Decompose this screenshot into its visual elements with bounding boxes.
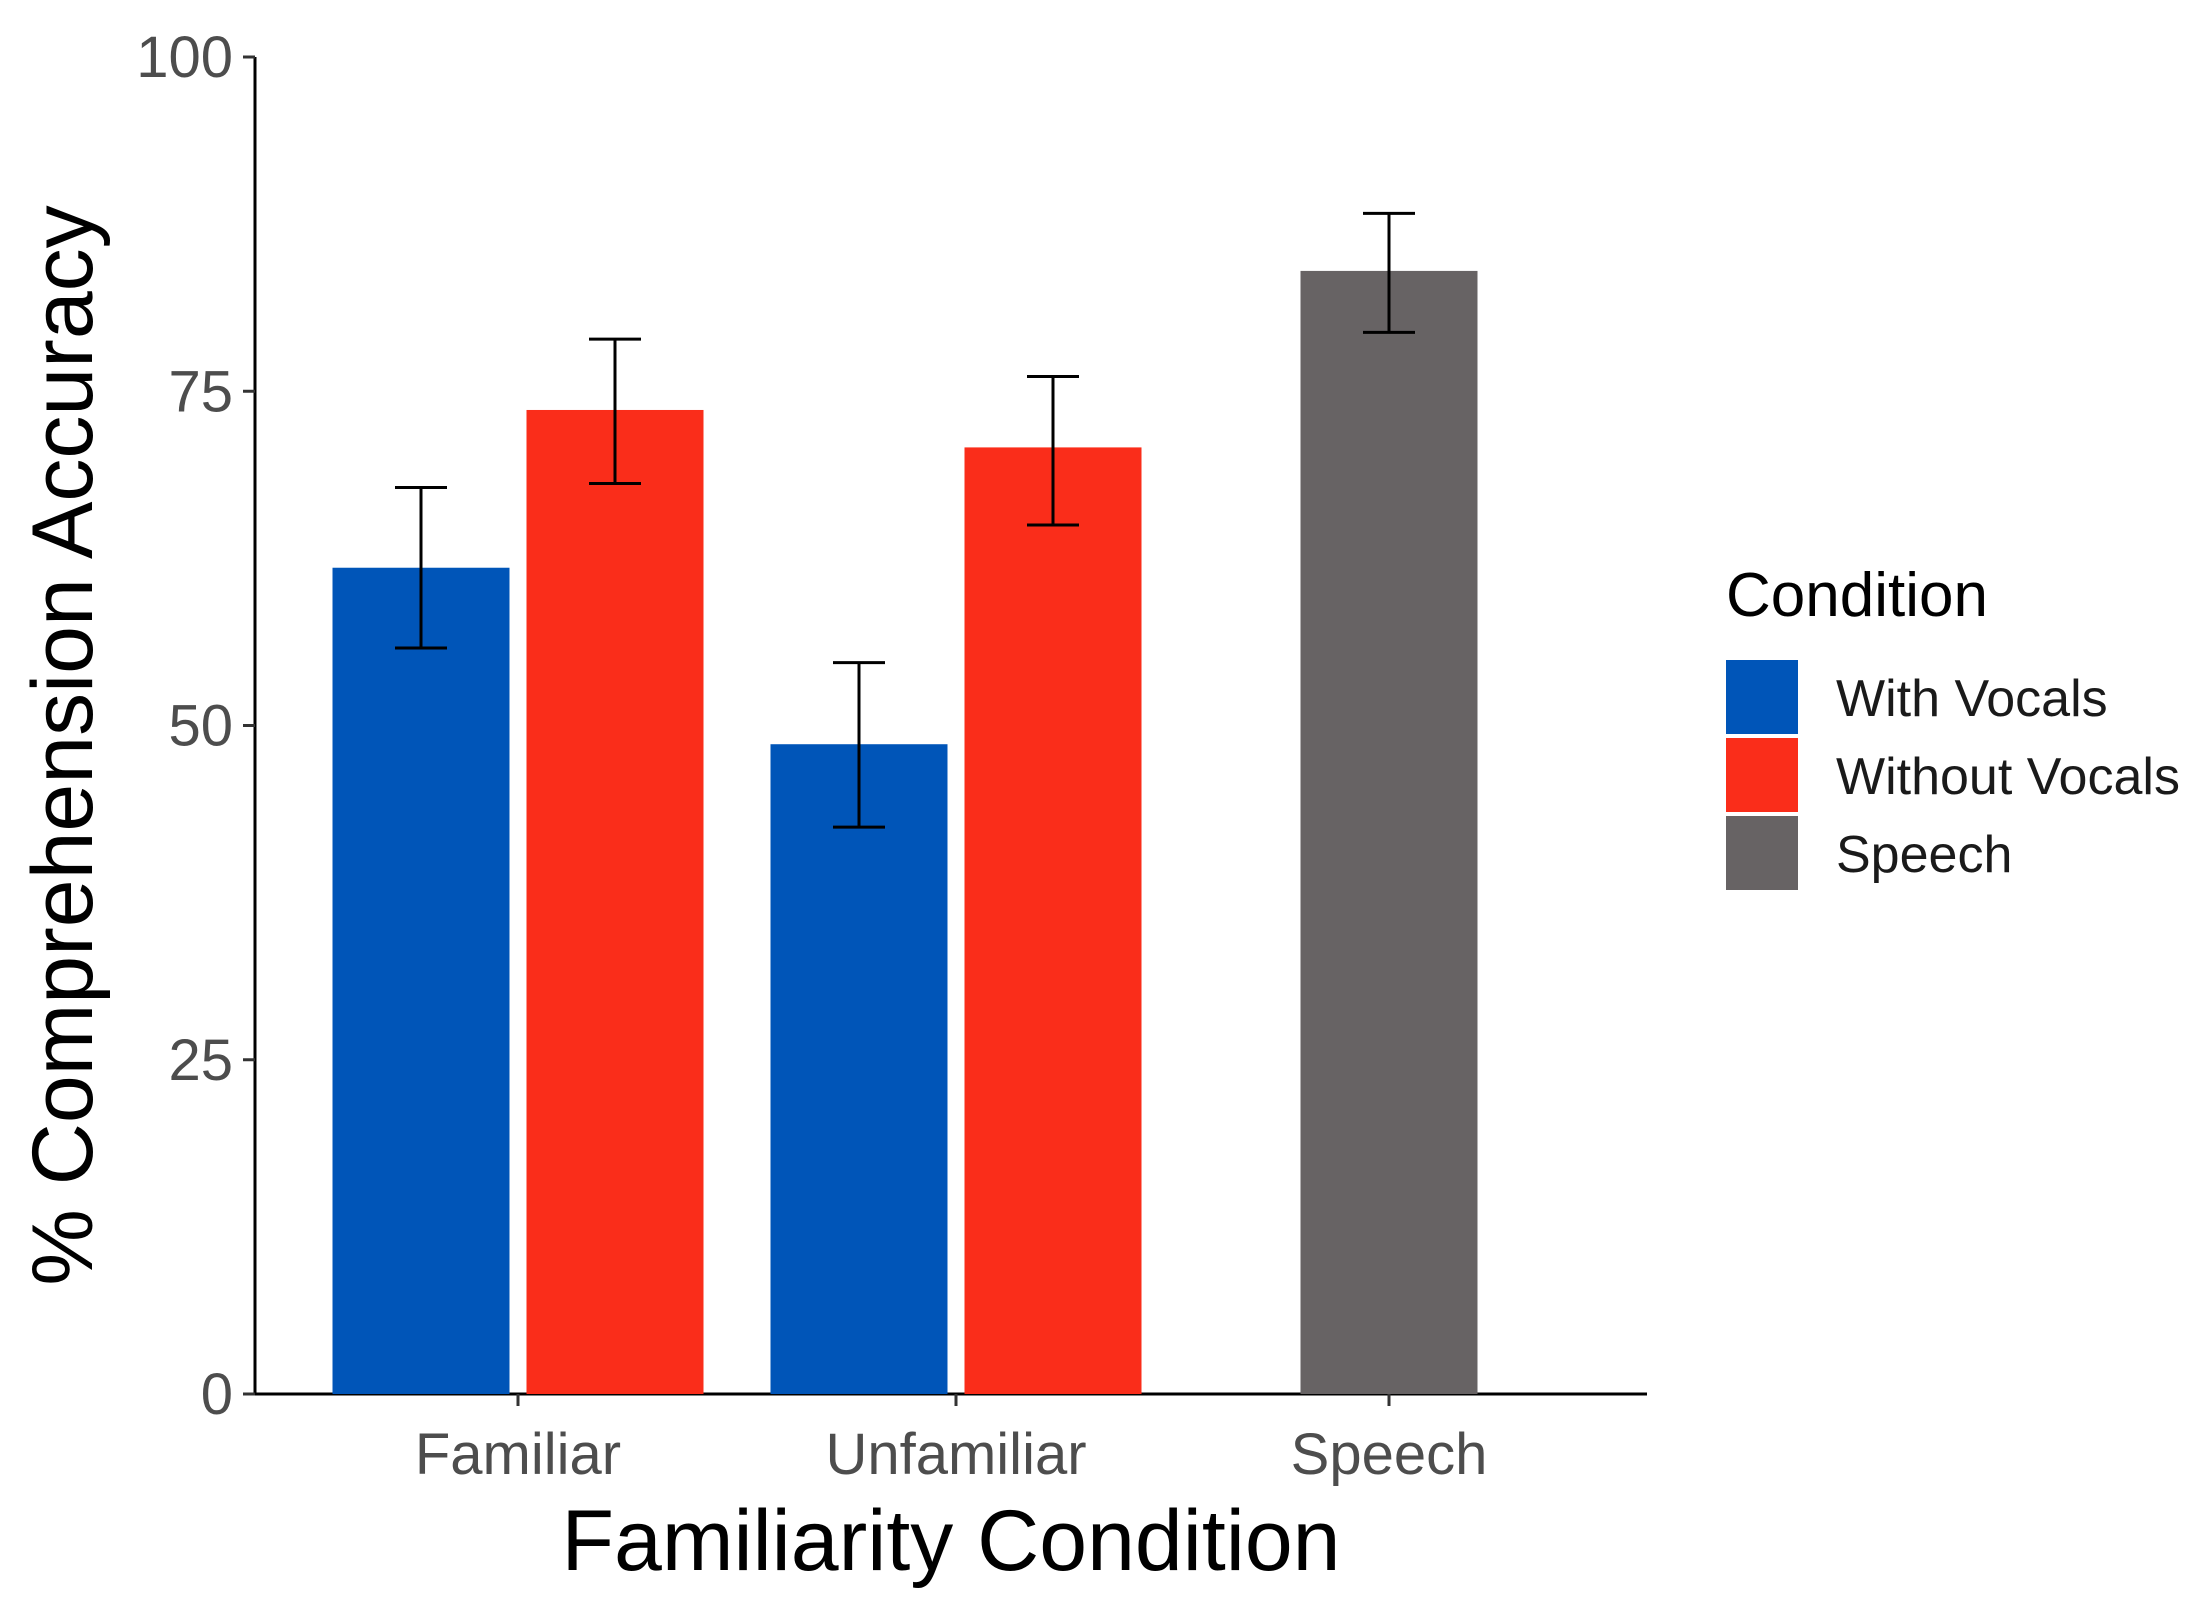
legend-title: Condition	[1726, 561, 1988, 630]
legend: Condition With Vocals Without Vocals Speech	[1726, 561, 2180, 890]
y-tick-label-0: 0	[201, 1362, 233, 1427]
x-axis-title: Familiarity Condition	[561, 1493, 1340, 1589]
y-tick-label-50: 50	[168, 694, 233, 759]
y-tick-label-75: 75	[168, 359, 233, 424]
y-tick-label-25: 25	[168, 1028, 233, 1093]
bar-unfamiliar-without-vocals	[964, 447, 1142, 1394]
error-bar-familiar-with-vocals	[395, 486, 447, 650]
y-axis-title: % Comprehension Accuracy	[15, 205, 111, 1285]
legend-label-with-vocals: With Vocals	[1836, 670, 2108, 728]
x-tick-label-speech: Speech	[1291, 1422, 1488, 1487]
legend-key-without-vocals	[1726, 738, 1798, 812]
y-tick-label-100: 100	[136, 25, 233, 90]
x-tick-label-unfamiliar: Unfamiliar	[825, 1422, 1086, 1487]
error-bar-speech-speech	[1363, 211, 1415, 334]
legend-label-speech: Speech	[1836, 826, 2012, 884]
bars	[332, 270, 1478, 1394]
error-bars	[395, 211, 1415, 829]
bar-familiar-without-vocals	[526, 409, 704, 1394]
error-bar-unfamiliar-without-vocals	[1027, 375, 1079, 527]
error-bar-unfamiliar-with-vocals	[833, 661, 885, 829]
legend-key-with-vocals	[1726, 660, 1798, 734]
legend-label-without-vocals: Without Vocals	[1836, 748, 2180, 806]
x-tick-label-familiar: Familiar	[415, 1422, 621, 1487]
bar-familiar-with-vocals	[332, 567, 510, 1394]
axis-labels: 0 25 50 75 100 Familiar Unfamiliar SpeechFamili…	[15, 25, 1487, 1589]
legend-key-speech	[1726, 816, 1798, 890]
bar-speech-speech	[1300, 270, 1478, 1394]
error-bar-familiar-without-vocals	[589, 337, 641, 486]
bar-unfamiliar-with-vocals	[770, 744, 948, 1394]
